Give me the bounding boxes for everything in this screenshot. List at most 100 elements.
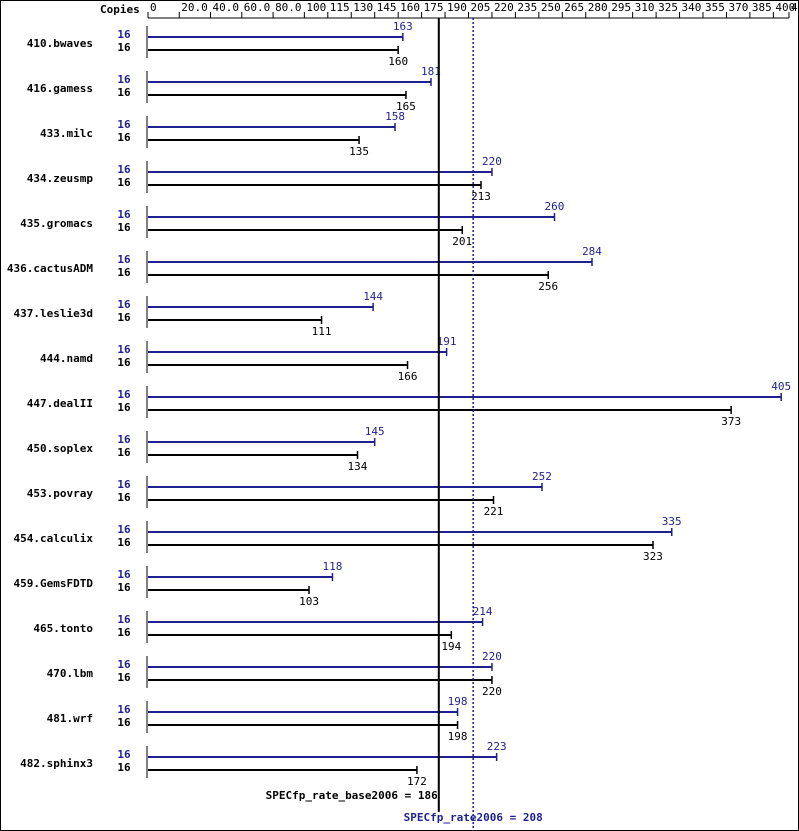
copies-label: 16	[117, 208, 131, 221]
value-label: 118	[323, 560, 343, 573]
value-label: 252	[532, 470, 552, 483]
value-label: 165	[396, 100, 416, 113]
copies-label: 16	[117, 716, 131, 729]
axis-label: Copies	[100, 3, 140, 16]
x-tick-label: 400	[775, 1, 795, 14]
value-label: 134	[348, 460, 368, 473]
category-label: 437.leslie3d	[14, 307, 93, 320]
value-label: 166	[398, 370, 418, 383]
x-tick-label: 100	[306, 1, 326, 14]
copies-label: 16	[117, 311, 131, 324]
value-label: 220	[482, 155, 502, 168]
copies-label: 16	[117, 266, 131, 279]
value-label: 163	[393, 20, 413, 33]
category-label: 482.sphinx3	[20, 757, 93, 770]
copies-label: 16	[117, 401, 131, 414]
value-label: 198	[448, 695, 468, 708]
category-label: 481.wrf	[47, 712, 93, 725]
x-tick-label: 280	[588, 1, 608, 14]
value-label: 221	[484, 505, 504, 518]
copies-label: 16	[117, 536, 131, 549]
x-tick-label: 130	[353, 1, 373, 14]
copies-label: 16	[117, 626, 131, 639]
x-tick-label: 205	[471, 1, 491, 14]
copies-label: 16	[117, 41, 131, 54]
x-tick-label: 60.0	[244, 1, 271, 14]
copies-label: 16	[117, 658, 131, 671]
x-tick-label: 145	[377, 1, 397, 14]
value-label: 213	[471, 190, 491, 203]
x-tick-label: 310	[635, 1, 655, 14]
category-label: 410.bwaves	[27, 37, 93, 50]
copies-label: 16	[117, 568, 131, 581]
value-label: 181	[421, 65, 441, 78]
copies-label: 16	[117, 446, 131, 459]
value-label: 214	[473, 605, 493, 618]
x-tick-label: 220	[494, 1, 514, 14]
value-label: 256	[538, 280, 558, 293]
value-label: 260	[545, 200, 565, 213]
x-tick-label: 20.0	[181, 1, 208, 14]
category-label: 433.milc	[40, 127, 93, 140]
category-label: 416.gamess	[27, 82, 93, 95]
x-tick-label: 295	[611, 1, 631, 14]
copies-label: 16	[117, 118, 131, 131]
copies-label: 16	[117, 388, 131, 401]
value-label: 194	[441, 640, 461, 653]
value-label: 220	[482, 650, 502, 663]
x-tick-label: 40.0	[213, 1, 240, 14]
copies-label: 16	[117, 478, 131, 491]
category-label: 465.tonto	[33, 622, 93, 635]
value-label: 191	[437, 335, 457, 348]
x-tick-label: 340	[682, 1, 702, 14]
x-tick-label: 250	[541, 1, 561, 14]
copies-label: 16	[117, 761, 131, 774]
copies-label: 16	[117, 221, 131, 234]
x-tick-label: 410	[791, 1, 799, 14]
copies-label: 16	[117, 523, 131, 536]
category-label: 444.namd	[40, 352, 93, 365]
category-label: 436.cactusADM	[7, 262, 93, 275]
x-tick-label: 265	[564, 1, 584, 14]
category-label: 434.zeusmp	[27, 172, 94, 185]
value-label: 223	[487, 740, 507, 753]
value-label: 158	[385, 110, 405, 123]
copies-label: 16	[117, 703, 131, 716]
x-tick-label: 325	[658, 1, 678, 14]
reference-label: SPECfp_rate_base2006 = 186	[266, 789, 439, 802]
copies-label: 16	[117, 356, 131, 369]
category-label: 453.povray	[27, 487, 94, 500]
copies-label: 16	[117, 253, 131, 266]
copies-label: 16	[117, 433, 131, 446]
x-tick-label: 235	[517, 1, 537, 14]
x-tick-label: 80.0	[275, 1, 302, 14]
copies-label: 16	[117, 163, 131, 176]
value-label: 405	[771, 380, 791, 393]
category-label: 470.lbm	[47, 667, 94, 680]
x-tick-label: 175	[424, 1, 444, 14]
x-tick-label: 0	[150, 1, 157, 14]
value-label: 103	[299, 595, 319, 608]
category-label: 454.calculix	[14, 532, 94, 545]
category-label: 459.GemsFDTD	[14, 577, 94, 590]
x-tick-label: 190	[447, 1, 467, 14]
value-label: 373	[721, 415, 741, 428]
value-label: 198	[448, 730, 468, 743]
value-label: 135	[349, 145, 369, 158]
value-label: 111	[312, 325, 332, 338]
copies-label: 16	[117, 613, 131, 626]
value-label: 160	[388, 55, 408, 68]
value-label: 335	[662, 515, 682, 528]
copies-label: 16	[117, 581, 131, 594]
copies-label: 16	[117, 73, 131, 86]
value-label: 172	[407, 775, 427, 788]
x-tick-label: 370	[728, 1, 748, 14]
reference-label: SPECfp_rate2006 = 208	[404, 811, 543, 824]
x-tick-label: 355	[705, 1, 725, 14]
category-label: 435.gromacs	[20, 217, 93, 230]
value-label: 284	[582, 245, 602, 258]
value-label: 144	[363, 290, 383, 303]
copies-label: 16	[117, 491, 131, 504]
